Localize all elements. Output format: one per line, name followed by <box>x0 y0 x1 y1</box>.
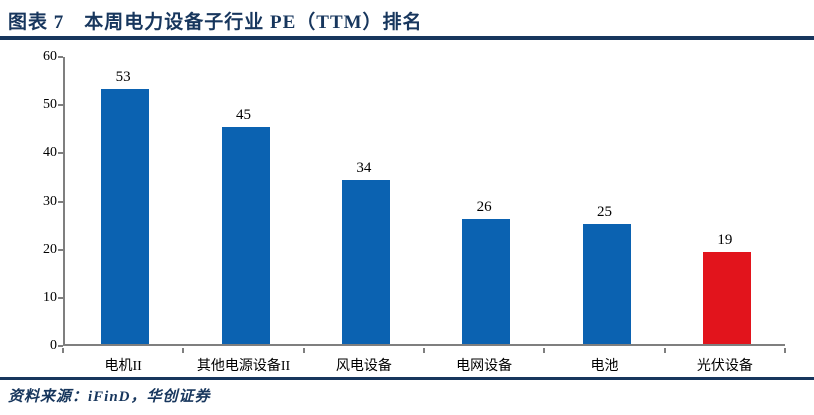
y-axis-tick-mark <box>58 152 63 155</box>
y-axis-tick-label: 30 <box>43 193 57 209</box>
y-axis-tick-mark <box>58 56 63 58</box>
x-axis-tick-mark <box>663 348 666 353</box>
bar-5 <box>582 223 631 344</box>
y-axis-tick-mark <box>58 296 63 299</box>
x-axis-tick-mark <box>302 348 305 353</box>
bar-value-label: 25 <box>597 203 612 220</box>
y-axis-tick-label: 0 <box>50 338 57 353</box>
category-label: 光伏设备 <box>696 359 753 374</box>
y-axis-tick-label: 50 <box>43 97 57 113</box>
bar-chart: 0 10 20 30 40 50 60 53 电机II 45 其他电源设备II 34 风电设备 26 电网设… <box>0 44 814 374</box>
source-rule <box>0 377 814 380</box>
category-label: 电网设备 <box>456 359 513 374</box>
x-axis-tick-mark <box>182 348 185 353</box>
y-axis-tick-label: 20 <box>43 241 57 257</box>
category-label: 电机II <box>104 359 142 374</box>
category-label: 其他电源设备II <box>196 359 291 374</box>
bar-value-label: 53 <box>115 68 131 85</box>
figure-title: 图表 7 本周电力设备子行业 PE（TTM）排名 <box>8 12 423 33</box>
y-axis-tick-mark <box>58 345 63 347</box>
category-label: 风电设备 <box>335 359 392 374</box>
bar-2 <box>221 127 270 344</box>
bar-6 <box>702 252 751 344</box>
y-axis-tick-mark <box>58 200 63 203</box>
bar-4 <box>462 218 511 344</box>
bar-3 <box>341 180 390 344</box>
y-axis-tick-label: 40 <box>43 145 57 161</box>
y-axis-tick-mark <box>58 104 63 107</box>
x-axis-tick-mark <box>543 348 546 353</box>
plot-area <box>63 57 785 346</box>
y-axis-tick-label: 60 <box>43 49 57 64</box>
bar-value-label: 19 <box>717 232 733 249</box>
x-axis-tick-mark <box>423 348 425 353</box>
y-axis-tick-mark <box>58 248 63 251</box>
bar-1 <box>101 88 150 344</box>
source-note: 资料来源：iFinD，华创证券 <box>8 389 211 405</box>
x-axis-tick-mark <box>784 348 786 353</box>
bar-value-label: 26 <box>476 198 492 215</box>
bar-value-label: 34 <box>356 160 372 177</box>
title-rule <box>0 36 814 40</box>
bar-value-label: 45 <box>236 107 251 124</box>
x-axis-tick-mark <box>62 348 64 353</box>
category-label: 电池 <box>590 359 619 374</box>
y-axis-tick-label: 10 <box>43 289 57 305</box>
